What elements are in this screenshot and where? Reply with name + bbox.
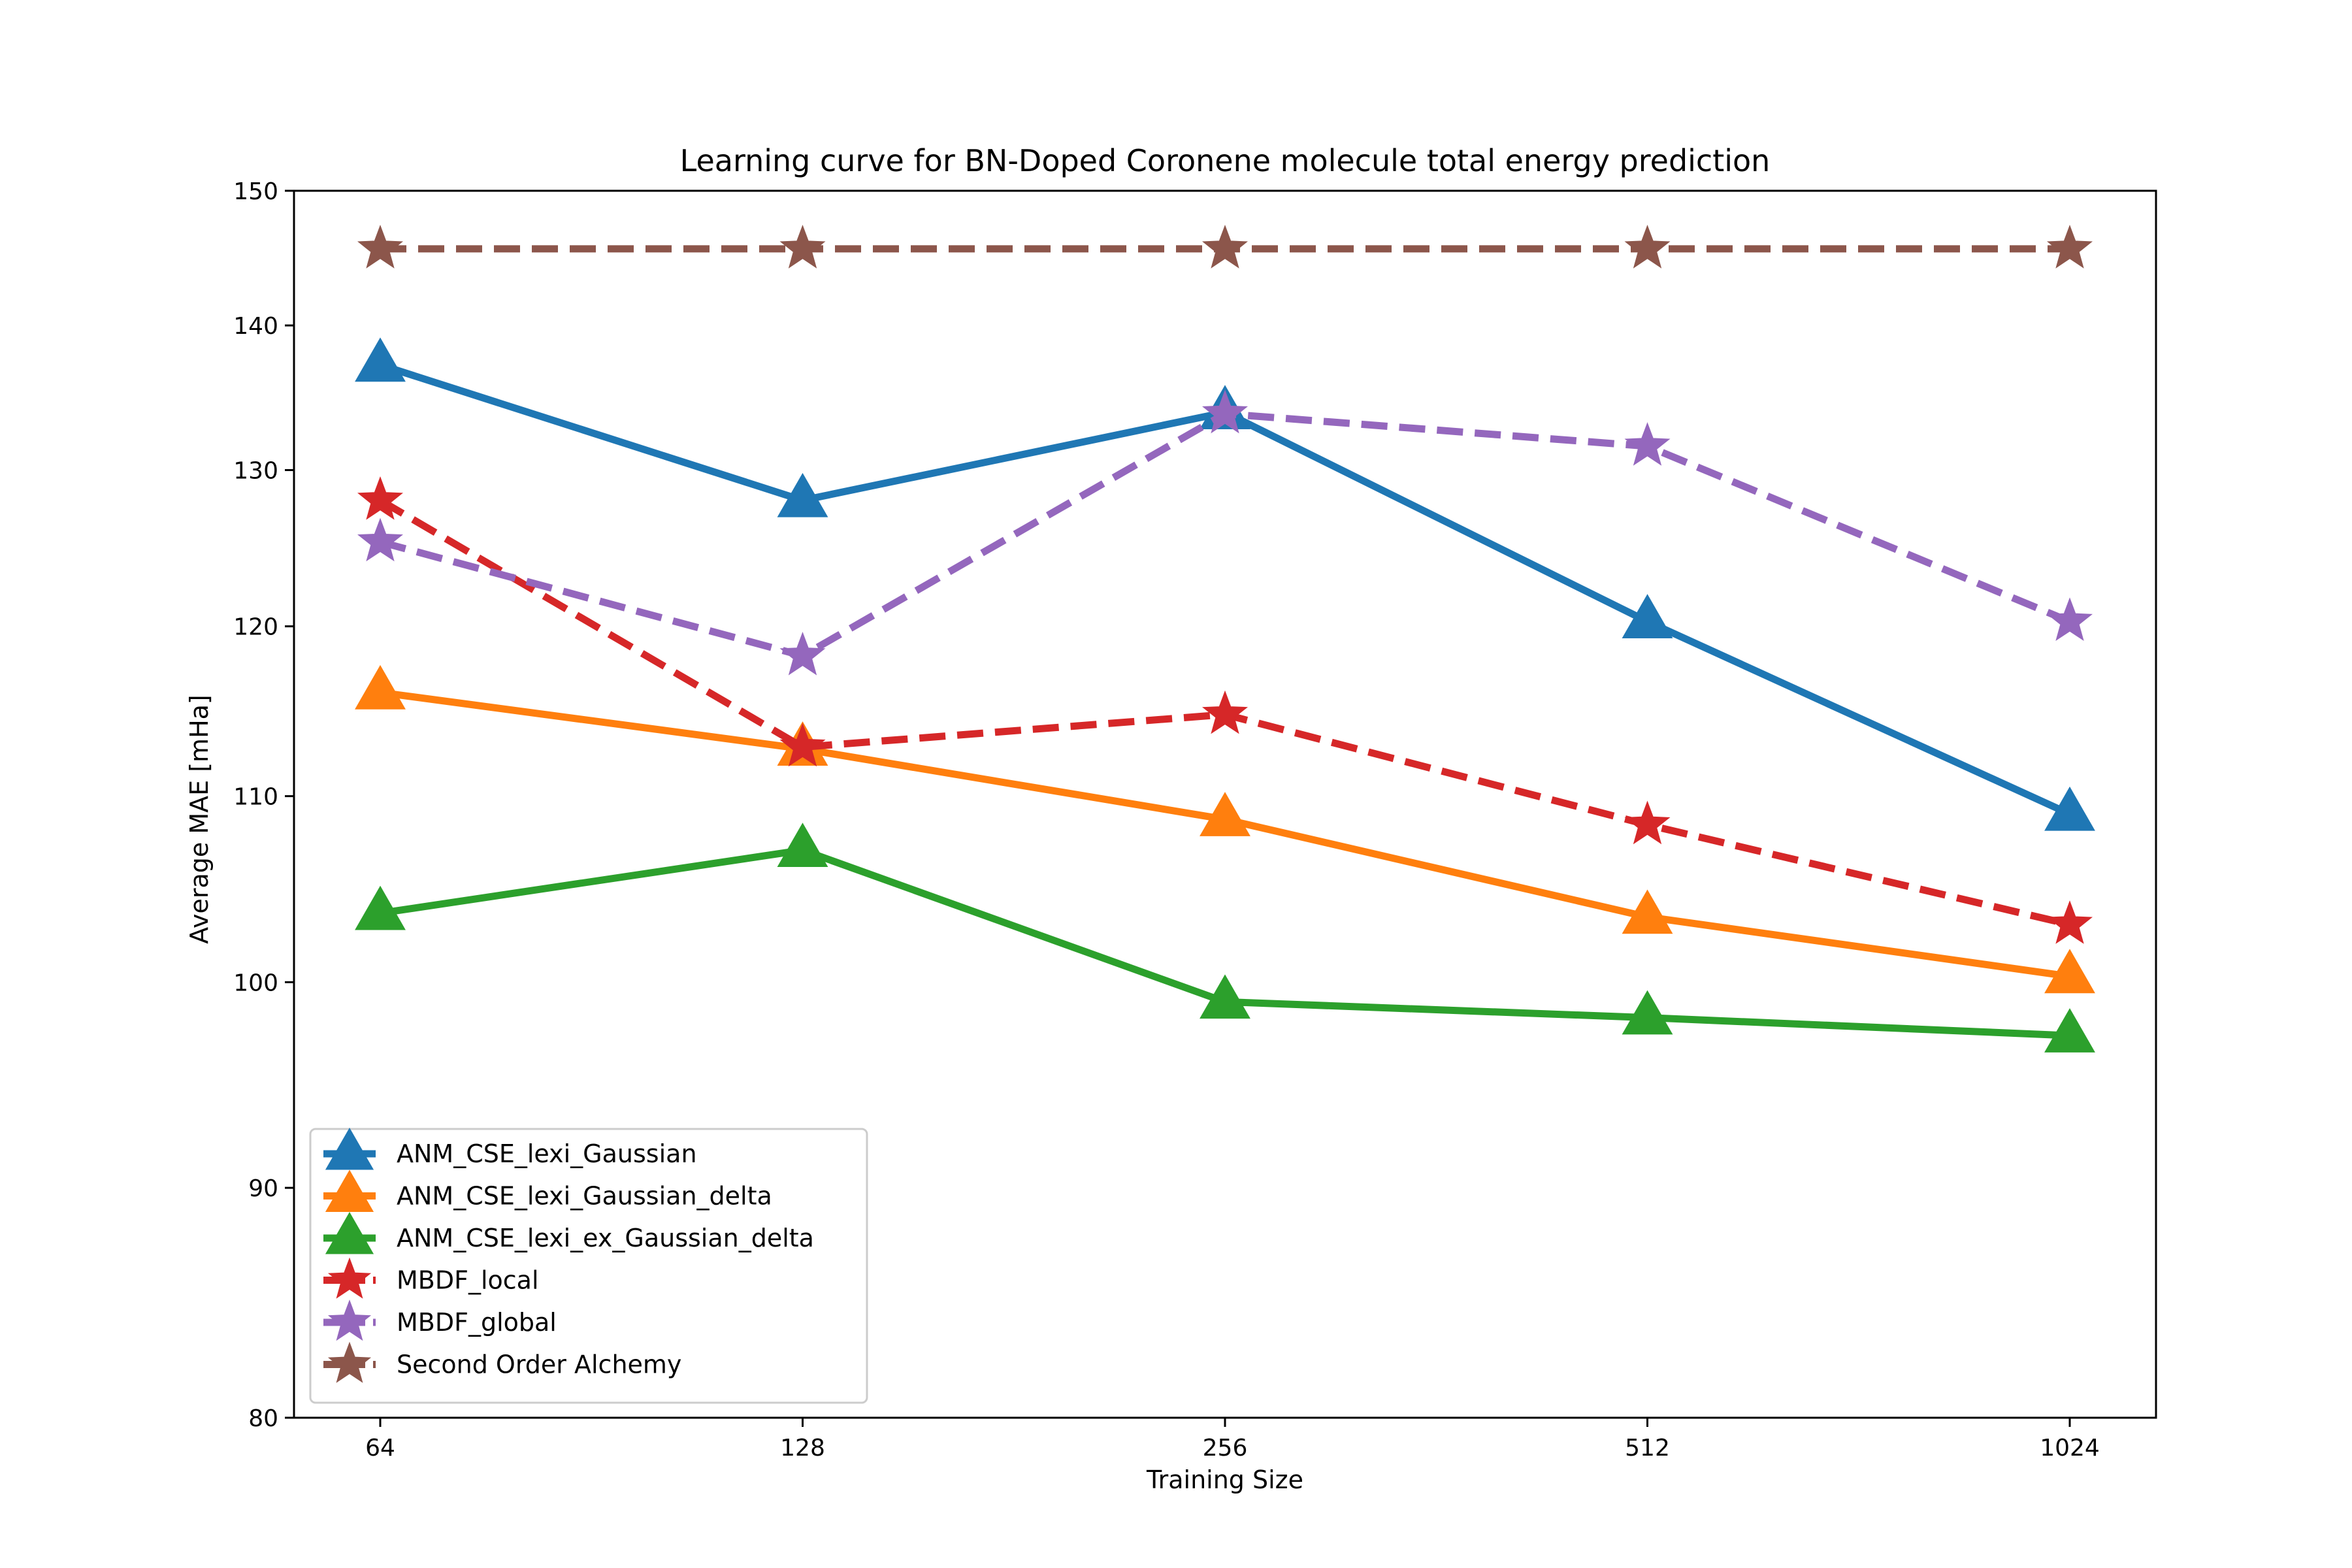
legend-box: [309, 1128, 868, 1404]
x-tick-label-1: 128: [780, 1435, 825, 1462]
legend-marker-3: [327, 1257, 372, 1299]
data-point-s5-2: [1201, 225, 1249, 269]
legend-label-2: ANM_CSE_lexi_ex_Gaussian_delta: [397, 1224, 814, 1252]
x-tick-label-3: 512: [1625, 1435, 1670, 1462]
data-point-s1-3: [1622, 889, 1673, 934]
data-point-s4-4: [2046, 597, 2093, 642]
data-point-s1-2: [1200, 792, 1250, 836]
x-tick-label-0: 64: [365, 1435, 395, 1462]
data-point-s4-2: [1201, 389, 1249, 434]
y-tick-label-2: 100: [233, 970, 278, 996]
data-point-s4-0: [357, 517, 404, 562]
data-point-s2-1: [777, 823, 828, 868]
data-point-s3-4: [2046, 900, 2093, 944]
data-point-s2-2: [1200, 974, 1250, 1019]
data-point-s2-4: [2044, 1008, 2095, 1053]
data-point-s4-3: [1624, 422, 1671, 466]
data-point-s0-4: [2044, 786, 2095, 831]
data-point-s0-3: [1622, 594, 1673, 638]
plot-area: 80 90 100 110 120 130 140 150 64 128 256 512 1024: [233, 178, 2157, 1462]
legend-marker-2: [325, 1211, 374, 1254]
data-point-s2-0: [355, 885, 406, 930]
y-tick-label-7: 150: [233, 178, 278, 205]
data-point-s5-4: [2046, 225, 2093, 269]
y-tick-label-1: 90: [248, 1175, 278, 1202]
y-tick-label-5: 130: [233, 458, 278, 485]
legend-marker-5: [327, 1341, 372, 1383]
data-point-s3-3: [1624, 800, 1671, 845]
legend-label-1: ANM_CSE_lexi_Gaussian_delta: [397, 1182, 772, 1211]
y-tick-label-4: 120: [233, 614, 278, 641]
data-point-s3-1: [779, 723, 826, 767]
data-point-s5-3: [1624, 225, 1671, 269]
legend-marker-1: [325, 1169, 374, 1213]
x-tick-label-4: 1024: [2040, 1435, 2100, 1462]
y-axis-label: Average MAE [mHa]: [185, 694, 214, 944]
legend: ANM_CSE_lexi_Gaussian ANM_CSE_lexi_Gaussi…: [309, 1127, 868, 1404]
legend-label-0: ANM_CSE_lexi_Gaussian: [397, 1139, 697, 1168]
legend-marker-4: [327, 1299, 372, 1341]
legend-label-4: MBDF_global: [397, 1308, 557, 1337]
data-point-s4-1: [779, 631, 826, 676]
data-point-s0-1: [777, 472, 828, 517]
data-point-s3-0: [357, 476, 404, 520]
data-point-s3-2: [1201, 690, 1249, 734]
data-point-s1-4: [2044, 949, 2095, 994]
legend-label-3: MBDF_local: [397, 1266, 539, 1295]
y-tick-label-6: 140: [233, 313, 278, 340]
legend-label-5: Second Order Alchemy: [397, 1350, 681, 1379]
data-point-s0-0: [355, 337, 406, 382]
data-point-s5-0: [357, 225, 404, 269]
x-tick-label-2: 256: [1203, 1435, 1248, 1462]
data-point-s2-3: [1622, 990, 1673, 1035]
y-tick-label-3: 110: [233, 784, 278, 811]
data-point-s5-1: [779, 225, 826, 269]
legend-marker-0: [325, 1127, 374, 1170]
x-axis-label: Training Size: [1146, 1465, 1303, 1494]
y-tick-label-0: 80: [248, 1405, 278, 1432]
chart-title: Learning curve for BN-Doped Coronene mol…: [680, 143, 1771, 178]
data-point-s1-0: [355, 664, 406, 710]
